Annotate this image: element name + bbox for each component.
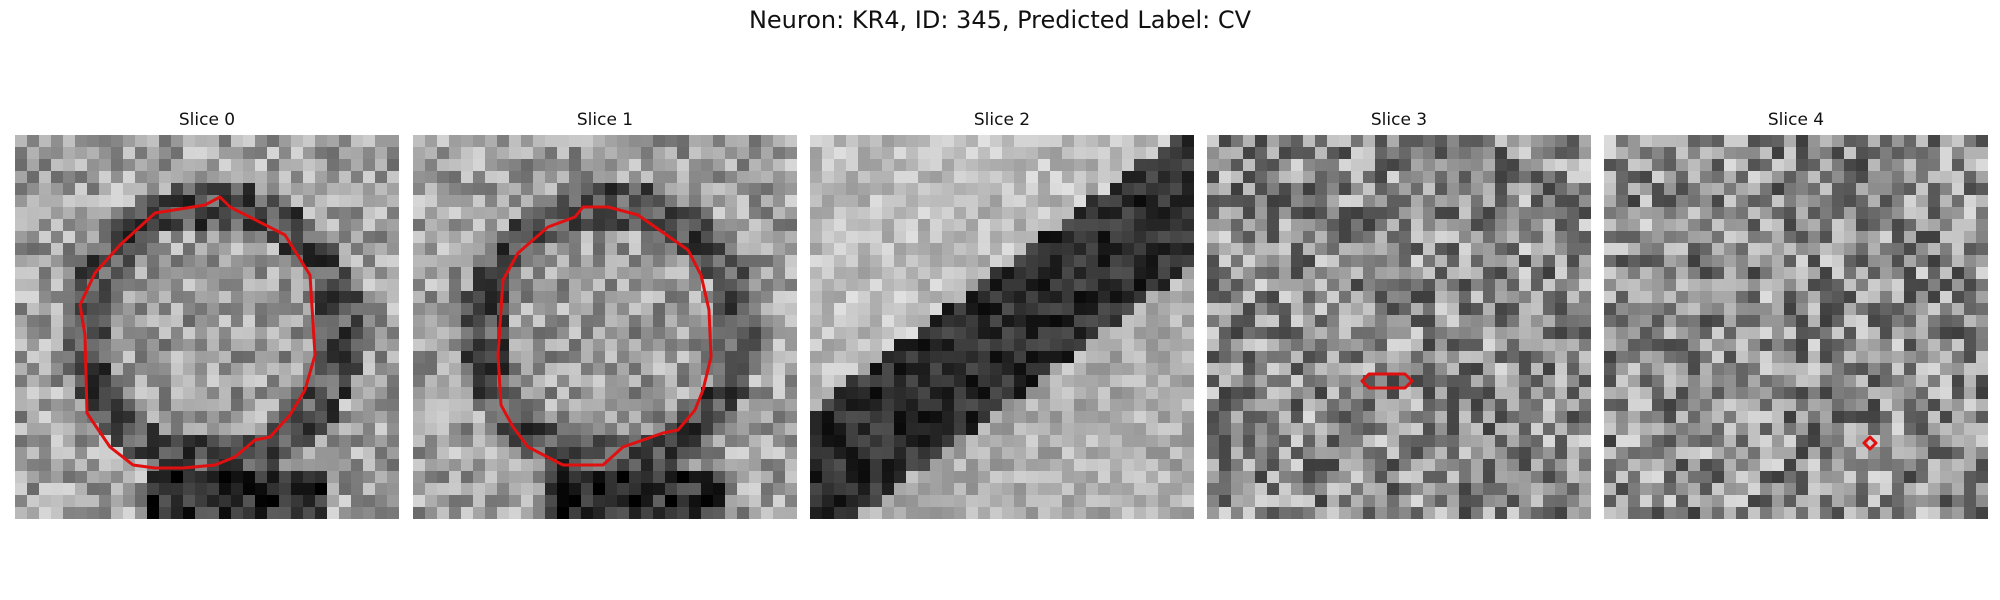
slice-image-svg-3 (1207, 135, 1591, 519)
slice-image-4 (1604, 135, 1988, 519)
slice-image-1 (413, 135, 797, 519)
slice-image-2 (810, 135, 1194, 519)
slice-image-svg-1 (413, 135, 797, 519)
red-contour-3 (1360, 372, 1414, 390)
slice-title-0: Slice 0 (178, 110, 236, 130)
red-contour-4 (1862, 435, 1878, 451)
slice-panel-1: Slice 1 (413, 108, 797, 519)
figure-title: Neuron: KR4, ID: 345, Predicted Label: C… (748, 6, 1252, 34)
slice-image-svg-0 (15, 135, 399, 519)
slice-title-4: Slice 4 (1767, 110, 1825, 130)
slice-title-1: Slice 1 (576, 110, 634, 130)
red-contour-0 (78, 195, 317, 470)
red-contour-1 (496, 205, 713, 467)
slice-image-3 (1207, 135, 1591, 519)
slice-image-svg-2 (810, 135, 1194, 519)
slice-image-svg-4 (1604, 135, 1988, 519)
slice-image-0 (15, 135, 399, 519)
slice-panel-2: Slice 2 (810, 108, 1194, 519)
slice-panel-4: Slice 4 (1604, 108, 1988, 519)
slice-title-2: Slice 2 (973, 110, 1031, 130)
slice-panel-3: Slice 3 (1207, 108, 1591, 519)
slice-title-3: Slice 3 (1370, 110, 1428, 130)
slice-panel-0: Slice 0 (15, 108, 399, 519)
